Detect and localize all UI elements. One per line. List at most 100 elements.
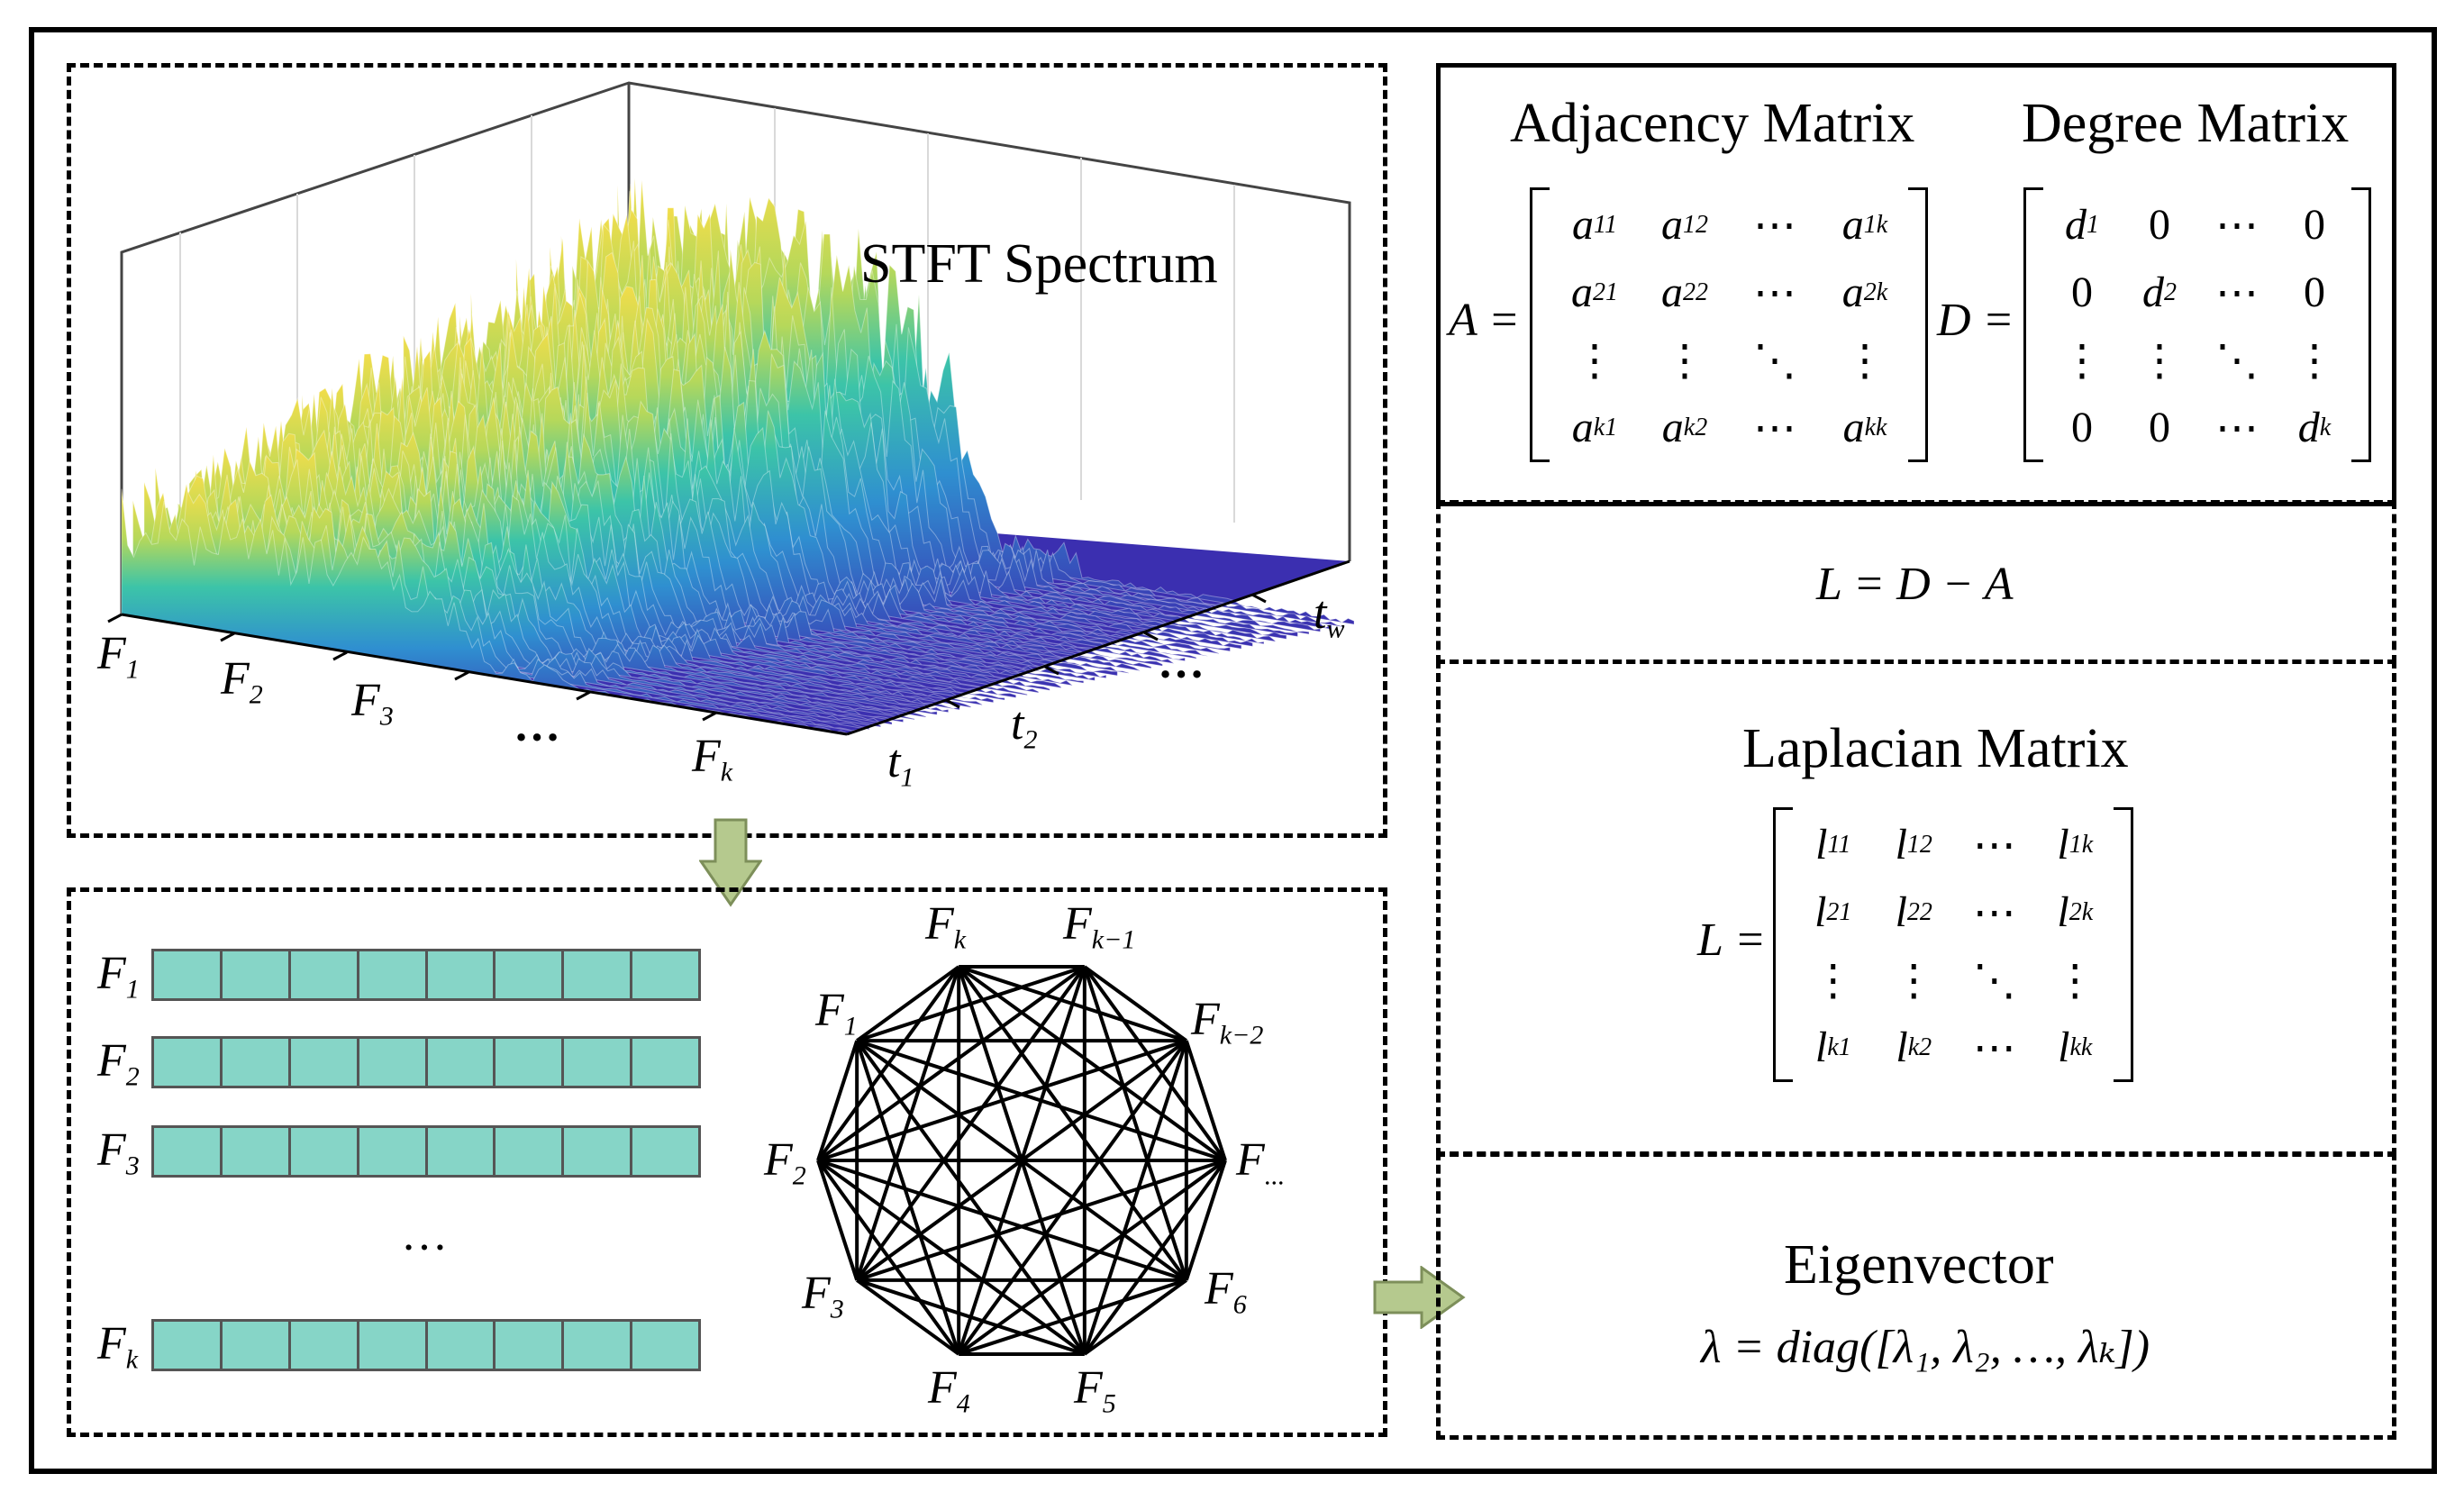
time-axis (846, 559, 1350, 736)
row-label-f3: F3 (97, 1124, 140, 1181)
matrix-cell: l kk (2058, 1023, 2093, 1071)
matrix-cell: l 12 (1895, 821, 1932, 869)
eigenvector-formula: λ = diag([λ₁, λ₂, …, λₖ]) (1701, 1322, 2150, 1373)
matrix-cell: l 21 (1814, 888, 1852, 936)
right-arrow (1373, 1266, 1466, 1329)
freq-label-f1: F1 (97, 628, 140, 685)
matrix-cell: 0 (2149, 201, 2170, 249)
matrix-cell: ⋮ (2293, 336, 2336, 385)
matrix-cell: ⋯ (2215, 404, 2259, 452)
graph-edge (816, 1159, 1087, 1356)
matrix-cell: ⋮ (1663, 336, 1706, 385)
feature-row-f3 (151, 1125, 701, 1178)
laplacian-title: Laplacian Matrix (1742, 718, 2129, 779)
eigenvector-panel (1436, 1151, 2396, 1440)
graph-edge (1082, 1040, 1188, 1355)
spectrum-slice (278, 396, 1005, 701)
matrix-cell: l 1k (2057, 821, 2094, 869)
graph-node-f5: F5 (1074, 1362, 1116, 1419)
degree-matrix: d 1 0 ⋯ 0 0 d 2 ⋯ 0 ⋮ ⋮ ⋱ ⋮ 0 0 ⋯ d k (2043, 191, 2353, 461)
graph-edges (816, 965, 1227, 1356)
matrix-cell: ⋯ (2215, 268, 2259, 317)
graph-edge (1082, 966, 1188, 1281)
adjacency-matrix: a 11 a 12 ⋯ a 1k a 21 a 22 ⋯ a 2k ⋮ ⋮ ⋱ ⋮ a k1 a k2 ⋯ a kk (1550, 191, 1910, 461)
graph-edge (855, 965, 960, 1042)
matrix-cell: a 2k (1841, 268, 1888, 316)
degree-title: Degree Matrix (2022, 93, 2350, 154)
graph-edge (1184, 1040, 1227, 1161)
row-label-fk: Fk (97, 1318, 139, 1375)
axis-ticks (107, 593, 1267, 722)
spectrum-slice (121, 488, 848, 735)
graph-edge (856, 1278, 1086, 1356)
graph-construction-panel (67, 887, 1387, 1437)
row-label-f2: F2 (97, 1035, 140, 1092)
matrix-cell: ⋮ (1892, 956, 1936, 1005)
graph-edge (817, 1039, 1187, 1162)
graph-edge (816, 1040, 859, 1161)
adjacency-left-bracket (1530, 187, 1550, 462)
feature-row-f1 (151, 949, 701, 1001)
adjacency-title: Adjacency Matrix (1510, 93, 1915, 154)
matrix-cell: l 11 (1815, 821, 1851, 869)
spectrum-title: STFT Spectrum (860, 233, 1218, 295)
eigenvector-title: Eigenvector (1784, 1234, 2054, 1296)
matrix-cell: ⋯ (1753, 268, 1796, 317)
stft-spectrum-plot (107, 81, 1355, 736)
graph-node-fk: Fk (925, 898, 967, 955)
graph-edge (1184, 1160, 1227, 1281)
freq-label-ellipsis: … (514, 700, 560, 751)
matrix-cell: ⋮ (1573, 336, 1616, 385)
matrix-cell: ⋱ (1753, 336, 1796, 385)
surface-peaks (121, 177, 1355, 735)
matrix-cell: ⋱ (2215, 336, 2259, 385)
time-label-t1: t1 (887, 736, 914, 793)
laplacian-matrix: l 11 l 12 ⋯ l 1k l 21 l 22 ⋯ l 2k ⋮ ⋮ ⋱ ⋮ l k1 l k2 ⋯ l kk (1793, 811, 2115, 1081)
matrix-cell: ⋯ (1972, 1023, 2016, 1072)
matrix-cell: a 21 (1571, 268, 1618, 316)
graph-edge (957, 965, 1227, 1162)
feature-row-f2 (151, 1036, 701, 1088)
matrix-cell: ⋯ (1753, 404, 1796, 452)
graph-edge (816, 1159, 960, 1356)
adjacency-lhs: A = (1449, 295, 1520, 346)
down-arrow (699, 818, 762, 907)
spectrum-slice (177, 470, 905, 723)
time-label-ellipsis: … (1158, 637, 1205, 688)
graph-edge (855, 1039, 1188, 1282)
matrix-cell: a k1 (1571, 404, 1618, 451)
graph-edge (816, 965, 1087, 1162)
graph-edge (856, 1159, 1226, 1282)
matrix-cell: 0 (2071, 404, 2093, 451)
feature-row-fk (151, 1319, 701, 1371)
matrix-cell: ⋮ (2060, 336, 2104, 385)
graph-node-fk-2: Fk−2 (1191, 994, 1264, 1051)
graph-node-fdots: F... (1236, 1134, 1286, 1191)
graph-edge (855, 1040, 961, 1355)
time-label-t2: t2 (1011, 698, 1038, 755)
laplacian-equation: L = D − A (1816, 559, 2014, 610)
outer-frame (29, 27, 2437, 1474)
row-label-f1: F1 (97, 948, 140, 1005)
graph-edge (855, 966, 961, 1281)
matrix-cell: ⋯ (1753, 201, 1796, 250)
matrix-cell: a 12 (1661, 201, 1708, 249)
matrix-cell: a 22 (1661, 268, 1708, 316)
matrix-cell: a kk (1842, 404, 1887, 451)
rows-ellipsis: … (401, 1209, 448, 1260)
graph-edge (855, 1278, 960, 1356)
graph-node-f1: F1 (815, 985, 858, 1042)
laplacian-left-bracket (1773, 807, 1793, 1082)
matrix-cell: a 1k (1841, 201, 1888, 249)
graph-edge (816, 1160, 859, 1281)
freq-label-fk: Fk (692, 731, 733, 787)
matrix-cell: ⋱ (1972, 956, 2016, 1005)
degree-right-bracket (2351, 187, 2371, 462)
matrix-cell: ⋯ (2215, 201, 2259, 250)
matrix-cell: ⋯ (1972, 821, 2016, 869)
graph-edge (856, 1039, 1226, 1162)
laplacian-right-bracket (2114, 807, 2133, 1082)
